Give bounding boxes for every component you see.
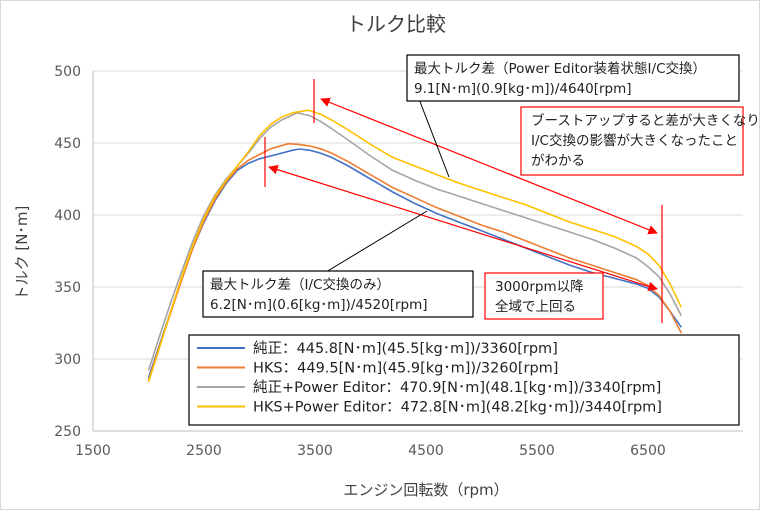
x-tick-label: 6500	[630, 443, 666, 459]
annotation-pe-line1: 最大トルク差（Power Editor装着状態I/C交換）	[414, 60, 706, 77]
x-tick-label: 1500	[75, 443, 111, 459]
annotation-ic-line2: 6.2[N･m](0.6[kg･m])/4520[rpm]	[210, 297, 428, 313]
x-tick-label: 5500	[519, 443, 555, 459]
annotation-boost: ブーストアップすると差が大きくなり I/C交換の影響が大きくなったこと がわかる	[520, 106, 759, 176]
annotation-boost-line1: ブーストアップすると差が大きくなり	[531, 112, 759, 129]
x-axis-ticks: 1500 2500 3500 4500 5500 6500	[75, 443, 666, 459]
annotation-whole-line2: 全域で上回る	[495, 298, 576, 315]
y-tick-label: 250	[54, 424, 81, 440]
annotation-boost-line2: I/C交換の影響が大きくなったこと	[531, 132, 738, 149]
y-tick-label: 400	[54, 208, 81, 224]
x-tick-label: 2500	[186, 443, 222, 459]
annotation-ic-box	[202, 270, 474, 318]
y-axis-ticks: 250 300 350 400 450 500	[54, 64, 81, 440]
x-tick-label: 3500	[297, 443, 333, 459]
annotation-boost-line3: がわかる	[531, 153, 585, 169]
legend-label-3: 純正+Power Editor：470.9[N･m](48.1[kg･m])/3…	[253, 379, 661, 396]
legend-label-4: HKS+Power Editor：472.8[N･m](48.2[kg･m])/…	[253, 400, 662, 416]
annotation-arrows	[264, 79, 663, 323]
y-tick-label: 300	[54, 352, 81, 368]
legend-label-2: HKS：449.5[N･m](45.9[kg･m])/3260[rpm]	[253, 361, 558, 377]
annotation-ic-line1: 最大トルク差（I/C交換のみ）	[210, 276, 390, 293]
annotation-boost-box	[520, 106, 744, 176]
arrow-ic-diff	[268, 165, 658, 291]
leader-ic	[320, 210, 428, 276]
x-tick-label: 4500	[408, 443, 444, 459]
leader-pe	[418, 98, 450, 178]
annotation-whole: 3000rpm以降 全域で上回る	[484, 272, 604, 320]
x-axis-title: エンジン回転数（rpm）	[343, 481, 508, 499]
legend-label-1: 純正：445.8[N･m](45.5[kg･m])/3360[rpm]	[253, 340, 558, 357]
y-tick-label: 500	[54, 64, 81, 80]
chart-title: トルク比較	[346, 12, 446, 36]
legend-box	[188, 334, 740, 426]
annotation-whole-line1: 3000rpm以降	[495, 279, 584, 295]
annotation-ic: 最大トルク差（I/C交換のみ） 6.2[N･m](0.6[kg･m])/4520…	[202, 270, 474, 318]
y-tick-label: 350	[54, 280, 81, 296]
y-axis-title: トルク [N･m]	[13, 206, 31, 301]
annotation-whole-box	[484, 272, 604, 320]
annotation-pe-box	[406, 54, 740, 102]
legend: 純正：445.8[N･m](45.5[kg･m])/3360[rpm] HKS：4…	[188, 334, 740, 426]
annotation-pe: 最大トルク差（Power Editor装着状態I/C交換） 9.1[N･m](0…	[406, 54, 740, 102]
annotation-pe-line2: 9.1[N･m](0.9[kg･m])/4640[rpm]	[414, 81, 632, 97]
y-tick-label: 450	[54, 136, 81, 152]
